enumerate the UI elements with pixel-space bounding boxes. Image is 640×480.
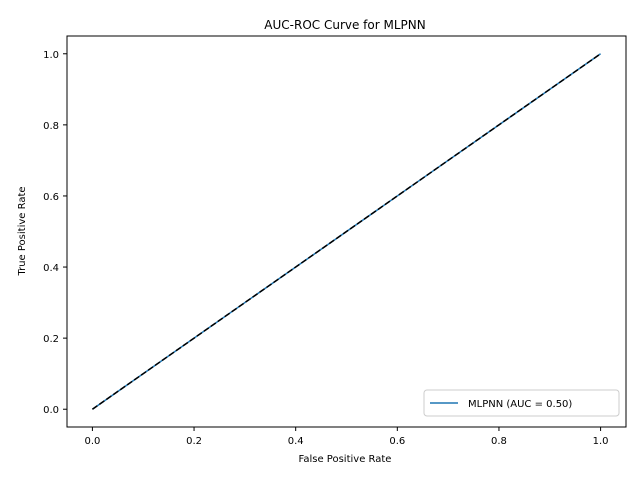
x-tick-label: 0.2: [186, 436, 202, 447]
y-tick-label: 0.4: [43, 263, 59, 274]
y-tick-label: 0.0: [43, 405, 59, 416]
legend: MLPNN (AUC = 0.50): [423, 389, 620, 417]
x-tick-label: 0.4: [288, 436, 304, 447]
y-axis-label: True Positive Rate: [17, 186, 28, 276]
x-axis-label: False Positive Rate: [299, 454, 392, 465]
series-layer: [91, 53, 602, 410]
x-tick-label: 0.8: [491, 436, 507, 447]
x-tick-label: 1.0: [593, 436, 609, 447]
x-tick-label: 0.6: [389, 436, 405, 447]
y-tick-label: 1.0: [43, 50, 59, 61]
y-tick-label: 0.8: [43, 121, 59, 132]
legend-label-mlpnn: MLPNN (AUC = 0.50): [468, 399, 572, 410]
plot-area-frame: [66, 35, 627, 428]
legend-box: [423, 389, 620, 417]
x-axis-ticks: 0.0 0.2 0.4 0.6 0.8 1.0: [84, 427, 609, 447]
chart-title: AUC-ROC Curve for MLPNN: [264, 18, 425, 32]
y-axis-ticks: 0.0 0.2 0.4 0.6 0.8 1.0: [43, 50, 67, 416]
y-tick-label: 0.2: [43, 334, 59, 345]
y-tick-label: 0.6: [43, 192, 59, 203]
x-tick-label: 0.0: [84, 436, 100, 447]
reference-diagonal-line: [91, 53, 602, 410]
